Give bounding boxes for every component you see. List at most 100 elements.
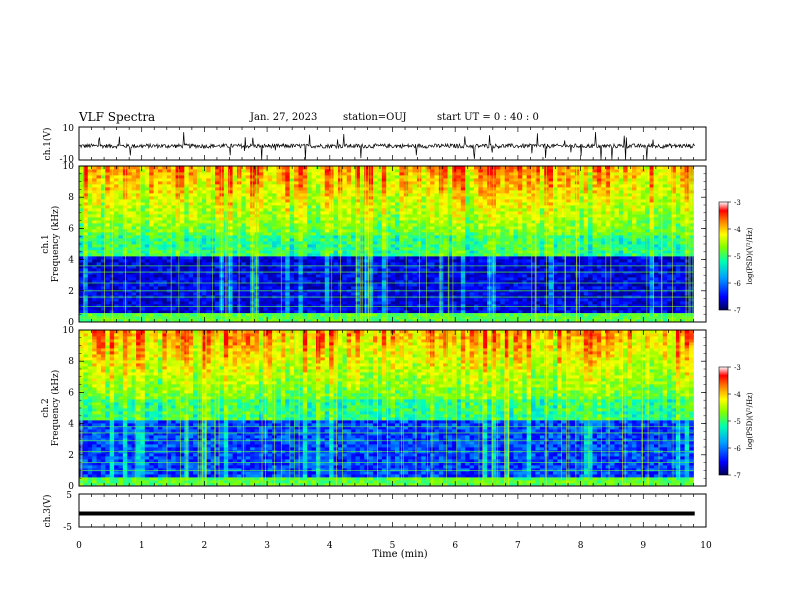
spectrogram-cell [87, 265, 93, 269]
spectrogram-cell [346, 178, 352, 182]
spectrogram-cell [351, 277, 356, 281]
spectrogram-cell [443, 271, 449, 275]
spectrogram-cell [452, 265, 457, 269]
spectrogram-cell [302, 232, 308, 236]
spectrogram-cell [465, 310, 471, 314]
spectrogram-cell [87, 181, 93, 185]
spectrogram-cell [188, 214, 194, 218]
spectrogram-cell [206, 178, 212, 182]
spectrogram-cell [175, 274, 181, 278]
spectrogram-cell [197, 301, 203, 305]
spectrogram-cell [197, 214, 203, 218]
spectrogram-cell [175, 280, 181, 284]
spectrogram-cell [333, 262, 339, 266]
spectrogram-cell [136, 280, 141, 284]
spectrogram-cell [320, 208, 326, 212]
spectrogram-cell [87, 214, 93, 218]
spectrogram-cell [438, 256, 444, 260]
spectrogram-cell [320, 190, 326, 194]
spectrogram-cell [377, 250, 383, 254]
spectrogram-cell [333, 181, 339, 185]
spectrogram-cell [245, 274, 251, 278]
spectrogram-cell [425, 211, 431, 215]
spectrogram-cell [100, 310, 106, 314]
spectrogram-cell [482, 172, 488, 176]
spectrogram-cell [258, 244, 264, 248]
spectrogram-cell [193, 175, 198, 179]
spectrogram-cell [267, 310, 273, 314]
spectrogram-cell [201, 193, 207, 197]
spectrogram-cell [438, 280, 444, 284]
spectrogram-cell [311, 280, 317, 284]
spectrogram-cell [456, 307, 462, 311]
spectrogram-cell [460, 319, 466, 323]
spectrogram-cell [267, 196, 273, 200]
spectrogram-cell [430, 220, 435, 224]
spectrogram-cell [302, 217, 308, 221]
spectrogram-cell [285, 247, 291, 251]
spectrogram-cell [175, 307, 181, 311]
spectrogram-cell [188, 262, 194, 266]
spectrogram-cell [79, 262, 84, 266]
spectrogram-cell [206, 283, 212, 287]
spectrogram-cell [162, 262, 168, 266]
spectrogram-cell [215, 193, 220, 197]
spectrogram-cell [333, 271, 339, 275]
spectrogram-cell [184, 247, 190, 251]
spectrogram-cell [136, 229, 141, 233]
spectrogram-cell [443, 175, 449, 179]
spectrogram-cell [210, 223, 216, 227]
spectrogram-cell [307, 280, 313, 284]
spectrogram-cell [469, 166, 475, 170]
spectrogram-cell [342, 247, 348, 251]
spectrogram-cell [333, 259, 339, 263]
spectrogram-cell [316, 274, 321, 278]
spectrogram-cell [316, 235, 321, 239]
spectrogram-cell [399, 196, 405, 200]
spectrogram-cell [412, 220, 418, 224]
spectrogram-cell [460, 313, 466, 317]
spectrogram-cell [232, 280, 238, 284]
spectrogram-cell [100, 259, 106, 263]
spectrogram-cell [302, 319, 308, 323]
spectrogram-cell [241, 235, 247, 239]
spectrogram-cell [184, 202, 190, 206]
spectrogram-cell [171, 223, 176, 227]
spectrogram-cell [351, 241, 356, 245]
spectrogram-cell [438, 259, 444, 263]
spectrogram-cell [232, 310, 238, 314]
spectrogram-cell [412, 178, 418, 182]
spectrogram-cell [456, 262, 462, 266]
spectrogram-cell [153, 190, 159, 194]
spectrogram-cell [175, 262, 181, 266]
spectrogram-cell [324, 250, 330, 254]
spectrogram-cell [223, 307, 229, 311]
spectrogram-cell [223, 313, 229, 317]
spectrogram-cell [83, 241, 89, 245]
spectrogram-cell [241, 313, 247, 317]
spectrogram-cell [272, 223, 277, 227]
spectrogram-cell [228, 223, 234, 227]
spectrogram-cell [188, 250, 194, 254]
spectrogram-cell [100, 223, 106, 227]
spectrogram-cell [175, 166, 181, 170]
spectrogram-cell [280, 241, 286, 245]
spectrogram-cell [105, 175, 111, 179]
spectrogram-cell [263, 286, 269, 290]
spectrogram-cell [482, 271, 488, 275]
spectrogram-cell [272, 286, 277, 290]
spectrogram-cell [307, 178, 313, 182]
spectrogram-cell [184, 268, 190, 272]
spectrogram-cell [377, 274, 383, 278]
spectrogram-cell [232, 286, 238, 290]
spectrogram-cell [193, 298, 198, 302]
spectrogram-cell [201, 181, 207, 185]
spectrogram-cell [456, 205, 462, 209]
spectrogram-cell [100, 226, 106, 230]
spectrogram-cell [171, 226, 176, 230]
spectrogram-cell [245, 301, 251, 305]
spectrogram-cell [285, 169, 291, 173]
spectrogram-cell [162, 202, 168, 206]
spectrogram-cell [478, 268, 484, 272]
spectrogram-cell [311, 199, 317, 203]
